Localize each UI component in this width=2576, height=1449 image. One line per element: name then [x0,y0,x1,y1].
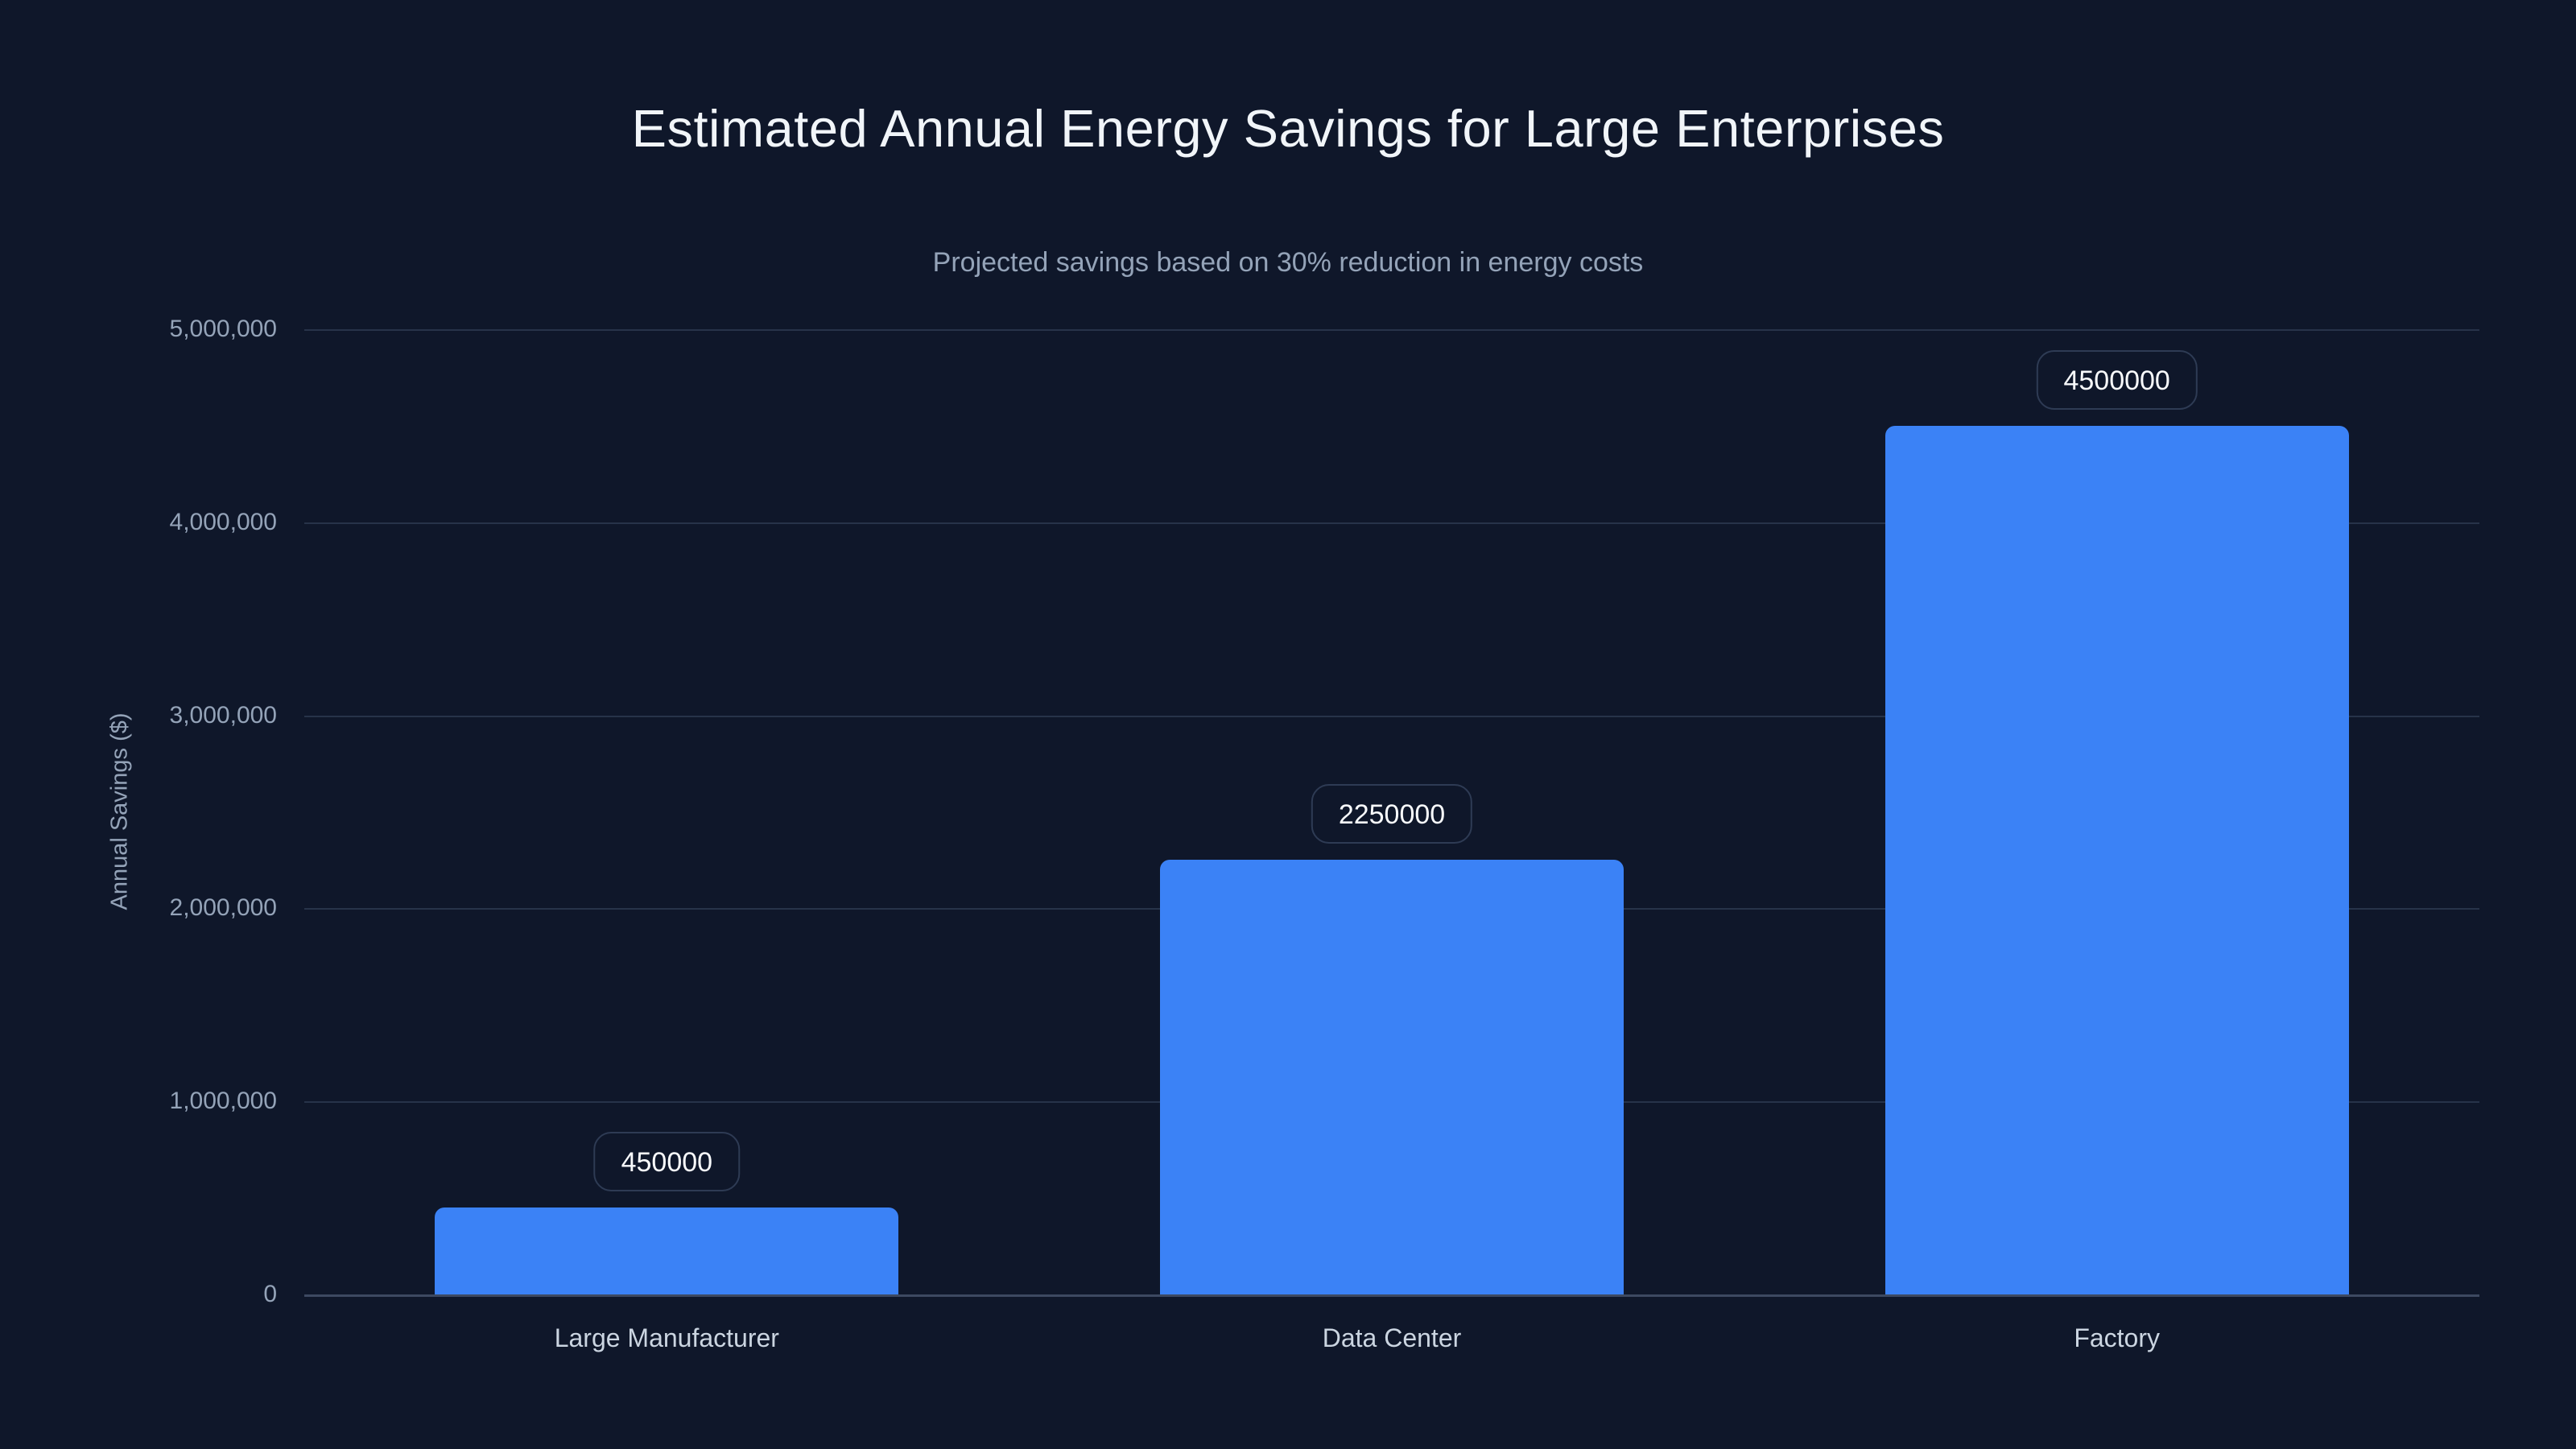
gridline-3000000 [304,715,2479,717]
gridline-4000000 [304,522,2479,524]
y-tick-label-0: 0 [263,1281,277,1307]
bar-factory [1885,425,2349,1294]
gridline-5000000 [304,329,2479,331]
bar-value-label-data-center: 2250000 [1311,784,1473,844]
y-tick-label-2,000,000: 2,000,000 [169,894,277,922]
chart-subtitle: Projected savings based on 30% reduction… [932,247,1644,278]
bar-value-label-large-manufacturer: 450000 [593,1132,741,1192]
x-category-label-factory: Factory [2074,1323,2160,1352]
bar-value-label-factory: 4500000 [2036,349,2198,410]
y-tick-label-3,000,000: 3,000,000 [169,701,277,729]
x-category-label-data-center: Data Center [1322,1323,1462,1352]
y-tick-label-4,000,000: 4,000,000 [169,508,277,535]
y-tick-label-1,000,000: 1,000,000 [169,1088,277,1115]
plot-area: 450000 2250000 4500000 [304,329,2479,1297]
bar-data-center [1160,860,1624,1294]
bar-large-manufacturer [435,1208,899,1294]
chart-title: Estimated Annual Energy Savings for Larg… [631,99,1945,158]
x-category-label-large-manufacturer: Large Manufacturer [554,1323,779,1352]
y-axis-title: Annual Savings ($) [106,712,133,910]
y-tick-label-5,000,000: 5,000,000 [169,316,277,342]
